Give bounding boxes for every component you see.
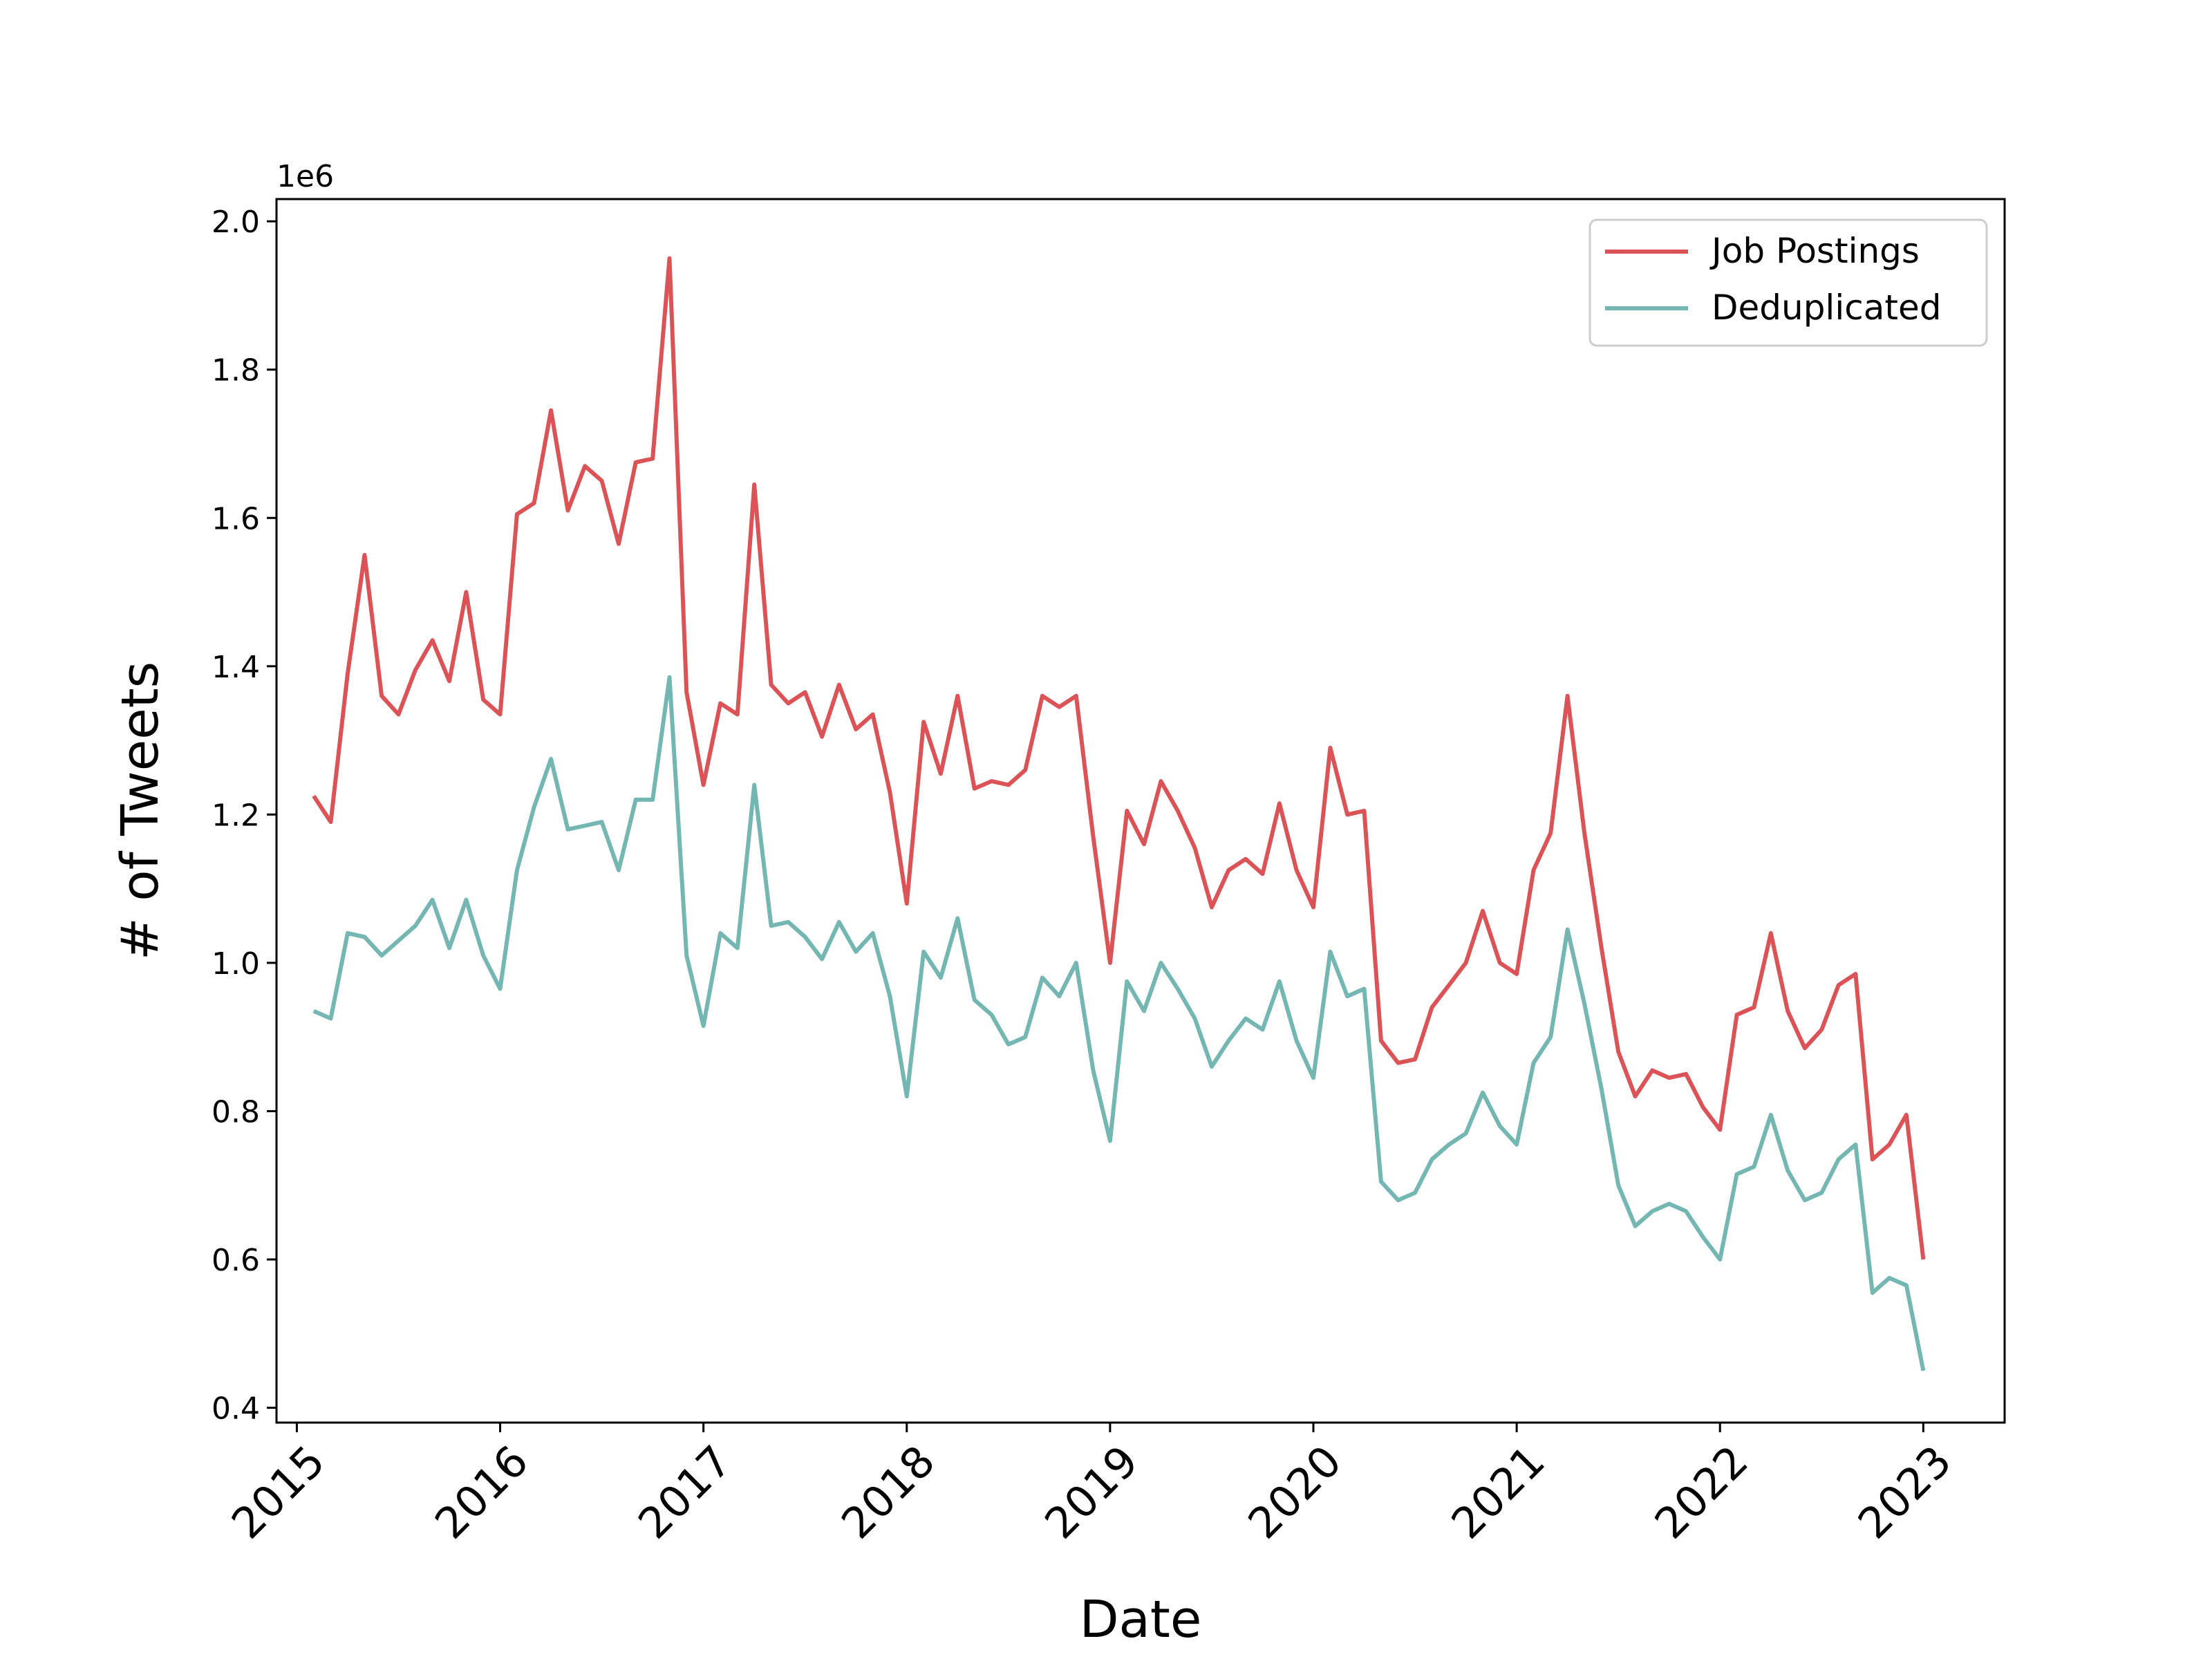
- y-tick-label: 1.4: [212, 650, 260, 685]
- x-axis-title: Date: [1080, 1590, 1202, 1649]
- y-axis: 0.4 0.6 0.8 1.0 1.2 1.4 1.6 1.8 2.0: [212, 205, 276, 1427]
- series-line-deduplicated: [312, 675, 1926, 1371]
- y-axis-title: # of Tweets: [111, 662, 170, 960]
- y-tick-label: 2.0: [212, 205, 260, 240]
- y-tick-label: 1.8: [212, 353, 260, 388]
- legend: Job Postings Deduplicated: [1588, 218, 1988, 347]
- legend-label-deduplicated: Deduplicated: [1712, 288, 1941, 328]
- y-tick-label: 1.2: [212, 798, 260, 833]
- y-tick-label: 1.0: [212, 946, 260, 982]
- y-tick-label: 0.8: [212, 1094, 260, 1130]
- legend-box: [1588, 218, 1988, 347]
- y-tick-label: 0.4: [212, 1391, 260, 1427]
- axes-frame: [275, 198, 2006, 1424]
- y-tick-label: 1.6: [212, 501, 260, 536]
- y-tick-label: 0.6: [212, 1243, 260, 1278]
- series-line-job-postings: [312, 256, 1926, 1260]
- plot-lines: [312, 256, 1926, 1371]
- y-offset-label: 1e6: [276, 159, 334, 194]
- legend-label-job-postings: Job Postings: [1709, 231, 1920, 271]
